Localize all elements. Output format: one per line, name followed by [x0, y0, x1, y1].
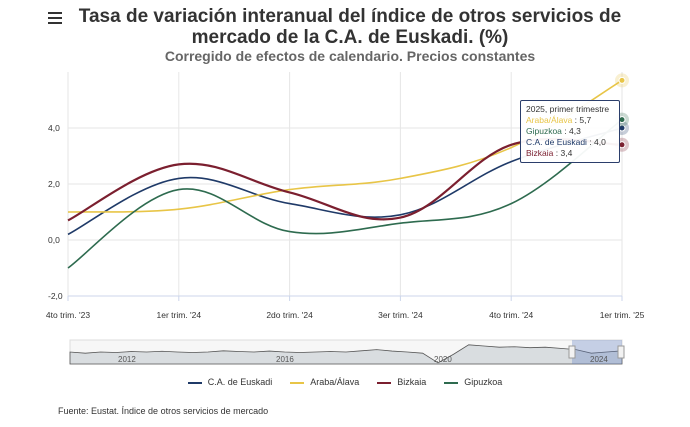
tooltip-separator: : — [572, 115, 580, 125]
navigator-label: 2016 — [276, 355, 294, 364]
legend-swatch — [290, 381, 305, 384]
navigator-label: 2020 — [434, 355, 452, 364]
navigator[interactable]: 2012 2016 2020 2024 — [69, 339, 625, 365]
tooltip-value: 5,7 — [579, 115, 592, 125]
tooltip-title: 2025, primer trimestre — [526, 104, 610, 114]
legend-label: Gipuzkoa — [464, 377, 503, 387]
tooltip-row: Bizkaia : 3,4 — [526, 148, 614, 159]
legend-label: Bizkaia — [397, 377, 427, 387]
x-tick-label: 2do trim. '24 — [266, 310, 313, 320]
tooltip-separator: : — [561, 126, 570, 136]
navigator-label: 2024 — [590, 355, 608, 364]
legend-item-c-a-de-euskadi[interactable]: C.A. de Euskadi — [187, 377, 273, 387]
navigator-handle[interactable] — [617, 345, 625, 359]
y-tick-label: 0,0 — [48, 235, 60, 245]
y-tick-label: -2,0 — [48, 291, 63, 301]
legend-swatch — [377, 381, 392, 384]
x-tick-label: 1er trim. '24 — [156, 310, 201, 320]
tooltip-value: 3,4 — [560, 148, 573, 158]
tooltip-value: 4,3 — [569, 126, 581, 136]
chart-subtitle: Corregido de efectos de calendario. Prec… — [164, 48, 536, 64]
legend-item-gipuzkoa[interactable]: Gipuzkoa — [444, 377, 502, 387]
tooltip-series-label: Bizkaia — [526, 148, 554, 158]
tooltip-value: 4,0 — [594, 137, 606, 147]
legend-label: Araba/Álava — [310, 377, 360, 387]
x-tick-label: 4to trim. '23 — [46, 310, 90, 320]
chart-title: Tasa de variación interanual del índice … — [78, 6, 622, 48]
navigator-range[interactable] — [572, 340, 622, 364]
source-note: Fuente: Eustat. Índice de otros servicio… — [58, 406, 269, 416]
tooltip-row: C.A. de Euskadi : 4,0 — [526, 137, 614, 148]
tooltip-series-label: Araba/Álava — [526, 115, 573, 125]
series-line-gipuzkoa[interactable] — [67, 118, 623, 269]
legend: C.A. de Euskadi Araba/Álava Bizkaia Gipuzko… — [0, 377, 690, 387]
x-tick-label: 1er trim. '25 — [600, 310, 645, 320]
data-point-araba-alava[interactable] — [618, 76, 626, 84]
legend-item-bizkaia[interactable]: Bizkaia — [377, 377, 426, 387]
tooltip-series-label: Gipuzkoa — [526, 126, 562, 136]
legend-item-araba-alava[interactable]: Araba/Álava — [290, 377, 359, 387]
navigator-handle[interactable] — [568, 345, 576, 359]
series-line-bizkaia[interactable] — [67, 137, 623, 222]
tooltip-series-label: C.A. de Euskadi — [526, 137, 587, 147]
legend-label: C.A. de Euskadi — [207, 377, 273, 387]
y-tick-label: 2,0 — [48, 179, 60, 189]
tooltip-separator: : — [586, 137, 595, 147]
tooltip: 2025, primer trimestre Araba/Álava : 5,7… — [520, 100, 620, 163]
navigator-label: 2012 — [118, 355, 136, 364]
tooltip-separator: : — [553, 148, 561, 158]
x-tick-label: 3er trim. '24 — [378, 310, 423, 320]
tooltip-row: Araba/Álava : 5,7 — [526, 115, 614, 126]
y-tick-label: 4,0 — [48, 123, 60, 133]
menu-icon[interactable] — [48, 12, 62, 24]
x-tick-label: 4to trim. '24 — [489, 310, 533, 320]
legend-swatch — [187, 381, 202, 384]
legend-swatch — [444, 381, 459, 384]
navigator-area — [69, 344, 623, 365]
tooltip-row: Gipuzkoa : 4,3 — [526, 126, 614, 137]
